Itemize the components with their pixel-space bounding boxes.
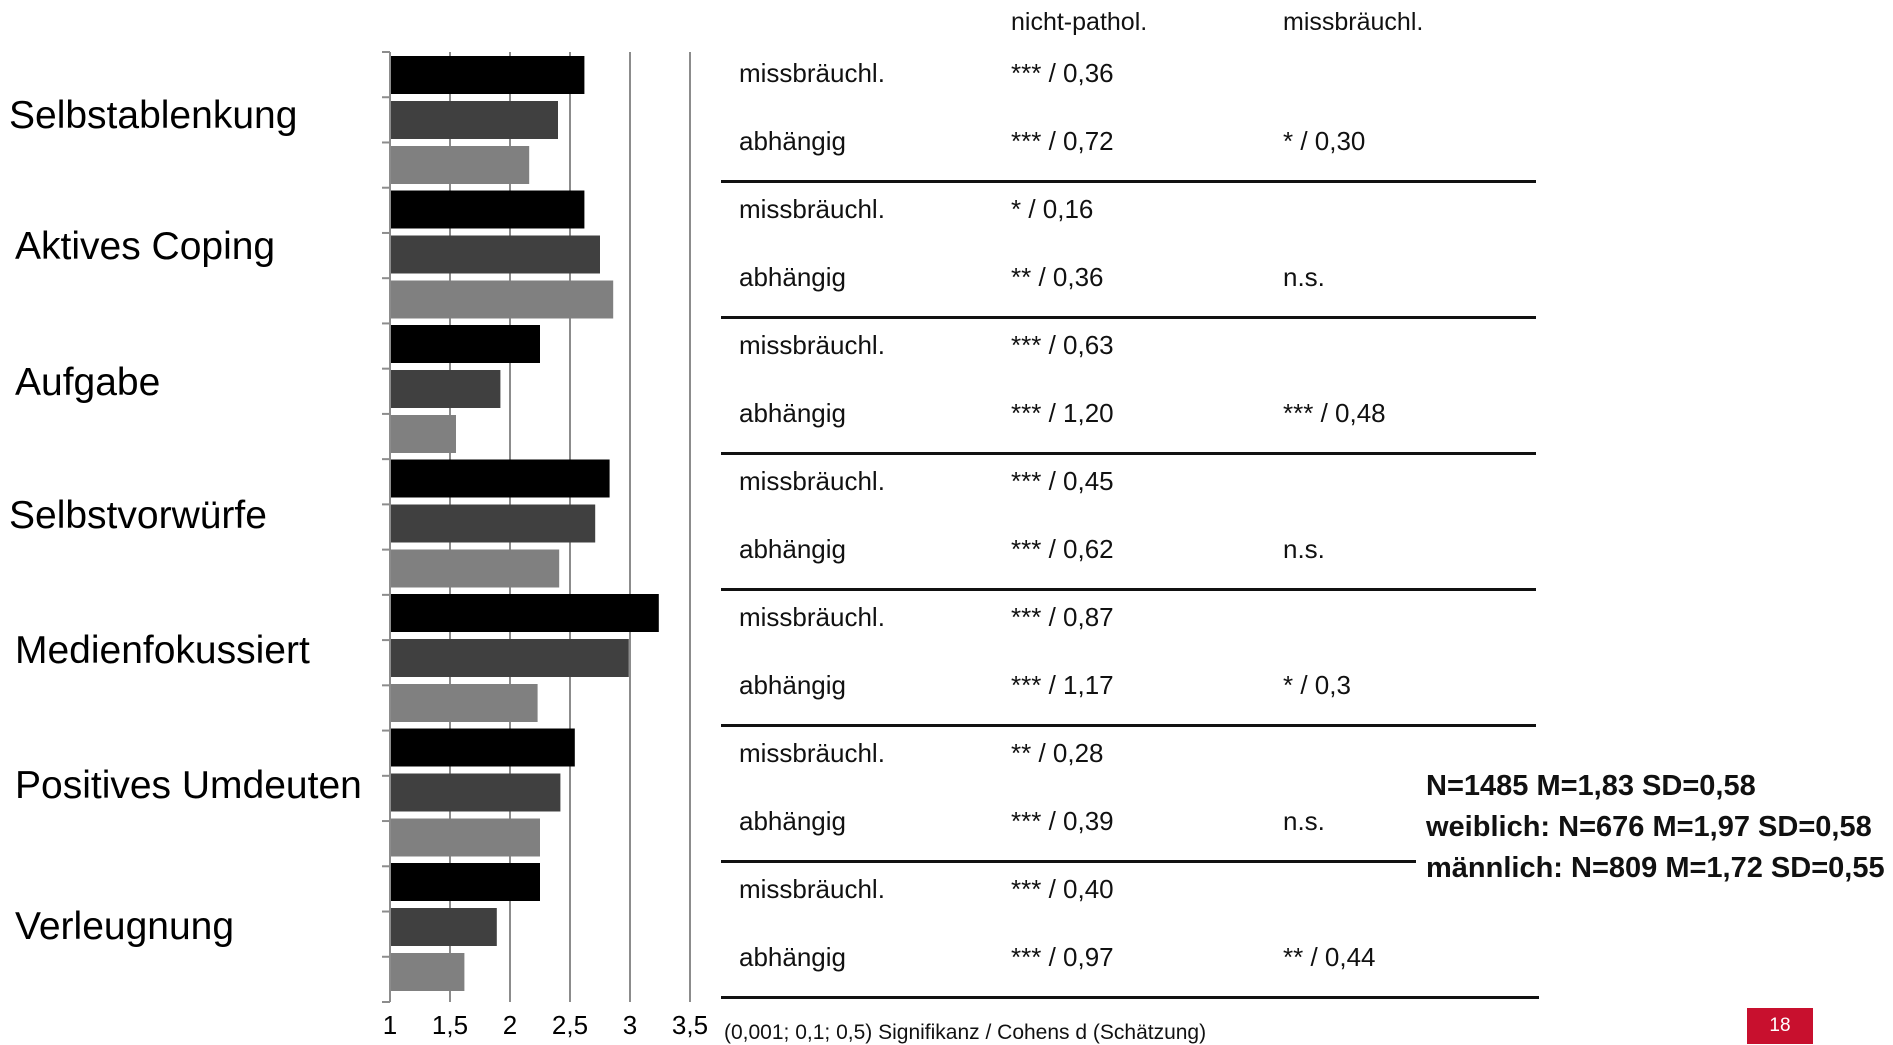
row-cell-value: *** / 1,20 [1011,398,1114,428]
bar [390,818,540,857]
row-cell-value: ** / 0,28 [1011,738,1104,768]
bar [390,504,596,543]
bar [390,235,600,274]
row-cell-value: *** / 0,39 [1011,806,1114,836]
bar [390,953,465,991]
bar [390,549,560,588]
column-header-nicht-pathol: nicht-pathol. [1011,8,1148,36]
row-cell-value: *** / 0,36 [1011,58,1114,88]
x-tick-label: 2,5 [552,1010,588,1040]
x-tick-label: 1,5 [432,1010,468,1040]
row-cell-value: *** / 0,45 [1011,466,1114,496]
row-label: abhängig [739,398,846,428]
bar [390,101,558,139]
bar [390,594,659,632]
group-separator [721,588,1536,591]
row-cell-value: *** / 0,72 [1011,126,1114,156]
axis-layer: 1 1,5 2 2,5 3 3,5 [382,51,708,1040]
row-cell-value: *** / 0,40 [1011,874,1114,904]
x-tick-label: 3,5 [672,1010,708,1040]
row-cell-value: * / 0,16 [1011,194,1094,224]
row-cell-value: *** / 0,97 [1011,942,1114,972]
bar [390,773,561,812]
stats-line-male: männlich: N=809 M=1,72 SD=0,55 [1426,852,1885,884]
row-cell-value: *** / 0,87 [1011,602,1114,632]
bar [390,56,585,94]
bar [390,280,614,319]
summary-statistics: N=1485 M=1,83 SD=0,58 weiblich: N=676 M=… [1426,766,1885,889]
row-cell-value: *** / 0,62 [1011,534,1114,564]
row-cell-value: n.s. [1283,534,1325,564]
row-cell-value: *** / 0,48 [1283,398,1386,428]
x-tick-label: 1 [383,1010,397,1040]
row-label: abhängig [739,262,846,292]
x-tick-label: 3 [623,1010,637,1040]
category-label-aufgabe: Aufgabe [15,361,161,404]
x-tick-label: 2 [503,1010,517,1040]
bar [390,415,456,453]
group-separator [721,180,1536,183]
category-label-aktives-coping: Aktives Coping [15,225,276,268]
row-cell-value: *** / 0,63 [1011,330,1114,360]
row-cell-value: * / 0,3 [1283,670,1351,700]
row-label: abhängig [739,670,846,700]
group-separator [721,452,1536,455]
bar [390,684,538,722]
bar [390,370,501,408]
row-cell-value: n.s. [1283,806,1325,836]
row-label: missbräuchl. [739,330,885,360]
bar [390,908,497,946]
category-label-selbstvorwuerfe: Selbstvorwürfe [9,494,267,537]
category-label-medienfokussiert: Medienfokussiert [15,629,310,672]
bar [390,190,585,229]
row-label: missbräuchl. [739,58,885,88]
category-label-verleugnung: Verleugnung [15,905,235,948]
row-label: abhängig [739,126,846,156]
footnote: (0,001; 0,1; 0,5) Signifikanz / Cohens d… [724,1021,1207,1044]
bar [390,459,610,498]
row-cell-value: *** / 1,17 [1011,670,1114,700]
group-separator [721,860,1416,863]
group-separator [721,724,1536,727]
row-cell-value: n.s. [1283,262,1325,292]
row-cell-value: ** / 0,36 [1011,262,1104,292]
row-label: missbräuchl. [739,194,885,224]
row-label: missbräuchl. [739,466,885,496]
category-label-positives-umdeuten: Positives Umdeuten [15,764,362,807]
row-label: abhängig [739,806,846,836]
group-separator [721,316,1536,319]
bar [390,639,629,677]
row-cell-value: ** / 0,44 [1283,942,1376,972]
bar [390,728,575,767]
stats-line-total: N=1485 M=1,83 SD=0,58 [1426,770,1756,802]
bar [390,146,530,184]
row-label: abhängig [739,942,846,972]
category-label-selbstablenkung: Selbstablenkung [9,94,298,137]
row-label: missbräuchl. [739,738,885,768]
row-label: missbräuchl. [739,874,885,904]
row-cell-value: * / 0,30 [1283,126,1366,156]
row-label: abhängig [739,534,846,564]
page-number-badge: 18 [1747,1008,1813,1044]
bar [390,863,540,901]
page-number: 18 [1769,1015,1791,1036]
row-label: missbräuchl. [739,602,885,632]
bars-layer [390,56,659,991]
group-separator [721,996,1539,999]
stats-line-female: weiblich: N=676 M=1,97 SD=0,58 [1426,811,1872,843]
column-header-missbraeuchl: missbräuchl. [1283,8,1424,36]
bar [390,325,540,363]
